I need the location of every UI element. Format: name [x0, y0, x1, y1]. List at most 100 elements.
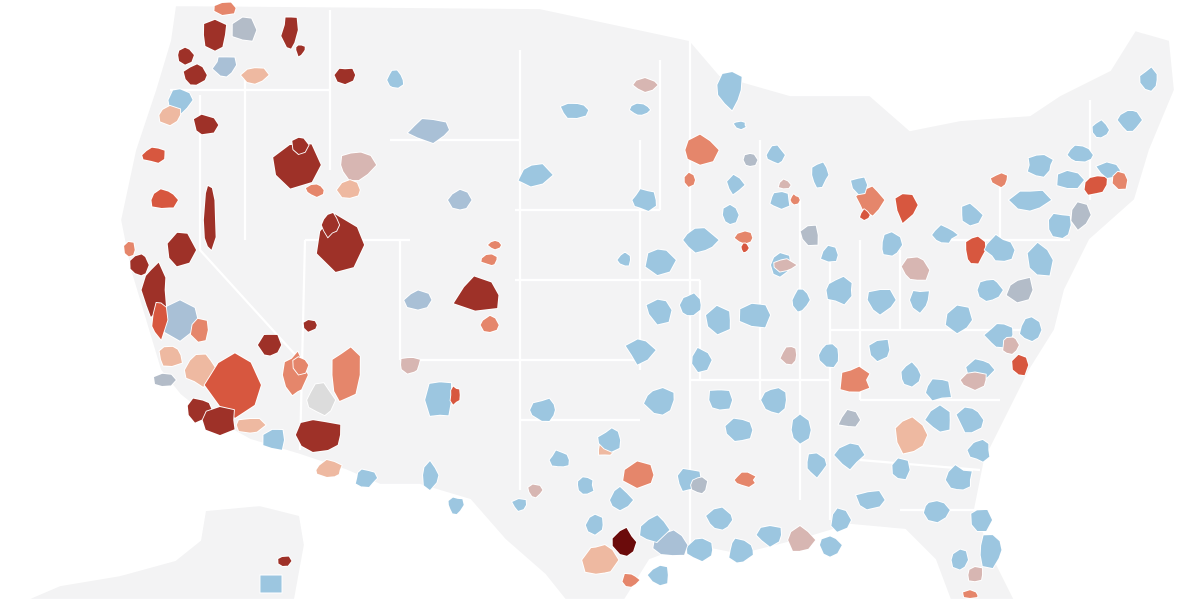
- metro-region-blue: [705, 506, 734, 531]
- metro-region-red-light: [335, 179, 361, 199]
- metro-region-red-strong: [129, 253, 150, 277]
- metro-region-red: [449, 385, 461, 406]
- metro-region-neutral-pink: [777, 178, 792, 190]
- metro-region-red-strong: [182, 63, 208, 86]
- metro-region-blue: [424, 381, 453, 417]
- metro-region-red-strong: [280, 16, 299, 50]
- metro-region-neutral-pink: [967, 566, 983, 583]
- metro-region-gray-light: [306, 382, 337, 417]
- metro-region-blue: [955, 406, 985, 434]
- metro-region-blue: [925, 378, 952, 402]
- metro-region-red-medium: [1111, 170, 1129, 190]
- metro-region-red-light: [240, 67, 270, 85]
- metro-region-red-strong: [295, 44, 306, 58]
- metro-regions-layer: [123, 1, 1158, 599]
- metro-region-blue: [760, 387, 787, 415]
- metro-region-blue: [386, 69, 405, 89]
- metro-region-red-medium: [331, 346, 361, 402]
- metro-region-blue: [447, 496, 465, 516]
- metro-region-blue: [791, 288, 811, 313]
- metro-region-neutral-gray: [1070, 201, 1092, 231]
- metro-region-blue: [726, 173, 746, 196]
- metro-region-blue: [790, 413, 812, 445]
- metro-region-neutral-pink: [340, 151, 378, 182]
- metro-region-red-strong: [294, 419, 342, 453]
- metro-region-blue: [577, 476, 595, 495]
- metro-region-red-light: [158, 345, 183, 367]
- metro-region-dark-red: [611, 526, 638, 557]
- metro-region-blue: [931, 224, 959, 244]
- metro-region-blue: [950, 548, 969, 571]
- metro-region-blue: [961, 202, 984, 227]
- metro-region-red-light: [894, 416, 929, 455]
- metro-region-neutral-gray: [799, 224, 819, 247]
- metro-region-blue: [1048, 212, 1072, 239]
- metro-region-blue: [259, 574, 283, 594]
- metro-region-red-medium: [486, 239, 503, 251]
- metro-region-neutral-pink: [632, 77, 659, 93]
- metro-region-blue: [559, 102, 590, 119]
- metro-region-neutral-pink: [527, 483, 544, 499]
- metro-region-blue: [705, 304, 731, 336]
- metro-region-blue: [833, 442, 866, 471]
- metro-region-red-medium: [304, 183, 325, 198]
- metro-region-red-light: [315, 459, 343, 478]
- metro-region-blue: [646, 564, 669, 587]
- metro-region-blue-gray: [406, 118, 450, 144]
- metro-region-blue: [1026, 154, 1054, 178]
- metro-region-blue: [511, 498, 527, 512]
- metro-region-blue: [584, 513, 604, 536]
- metro-region-blue: [944, 464, 973, 491]
- metro-region-red-medium: [189, 317, 209, 343]
- metro-region-red-medium: [213, 1, 237, 16]
- metro-region-blue: [866, 288, 897, 316]
- metro-region-blue: [765, 144, 786, 165]
- metro-region-red-medium: [123, 240, 136, 258]
- metro-region-red: [150, 188, 179, 209]
- metro-region-blue: [855, 490, 886, 511]
- metro-region-blue: [983, 233, 1016, 262]
- metro-region-blue: [644, 248, 677, 277]
- metro-region-neutral-gray: [742, 152, 759, 167]
- metro-region-neutral-pink: [959, 371, 987, 391]
- metro-region-blue-gray: [211, 56, 238, 78]
- metro-region-blue: [1056, 169, 1085, 189]
- metro-region-red: [740, 242, 750, 254]
- metro-region-red-light: [235, 418, 267, 434]
- metro-region-red: [965, 235, 987, 265]
- metro-region-blue: [979, 534, 1003, 570]
- metro-region-red-medium: [733, 230, 754, 245]
- metro-region-red-strong: [291, 136, 310, 155]
- metro-region-red-strong: [192, 113, 220, 136]
- metro-region-blue: [354, 468, 379, 488]
- metro-region-red-medium: [480, 253, 498, 266]
- metro-region-red-strong: [452, 275, 500, 312]
- metro-region-blue: [944, 304, 973, 335]
- metro-region-blue: [922, 500, 951, 524]
- metro-region-red-light: [158, 104, 182, 127]
- metro-region-red-medium: [621, 572, 641, 588]
- metro-region-blue: [825, 275, 853, 306]
- metro-region-blue: [732, 120, 747, 131]
- metro-region-blue: [1019, 316, 1043, 343]
- metro-region-blue: [262, 428, 285, 451]
- metro-region-red: [151, 301, 169, 341]
- metro-region-blue: [830, 507, 852, 533]
- metro-region-blue: [900, 361, 922, 388]
- land-layer: [23, 3, 1177, 600]
- metro-region-neutral-pink: [400, 356, 421, 375]
- metro-region-blue: [529, 397, 556, 422]
- metro-region-red: [141, 146, 166, 164]
- metro-region-red-medium: [989, 172, 1008, 189]
- metro-region-blue: [678, 292, 702, 317]
- metro-region-neutral-gray: [1005, 276, 1034, 304]
- metro-region-neutral-pink: [779, 346, 798, 366]
- metro-region-blue: [631, 188, 657, 212]
- metro-region-blue: [1139, 66, 1158, 92]
- metro-region-blue: [966, 438, 991, 463]
- metro-region-blue: [970, 508, 994, 532]
- metro-region-blue: [881, 231, 904, 257]
- metro-region-blue: [820, 244, 839, 263]
